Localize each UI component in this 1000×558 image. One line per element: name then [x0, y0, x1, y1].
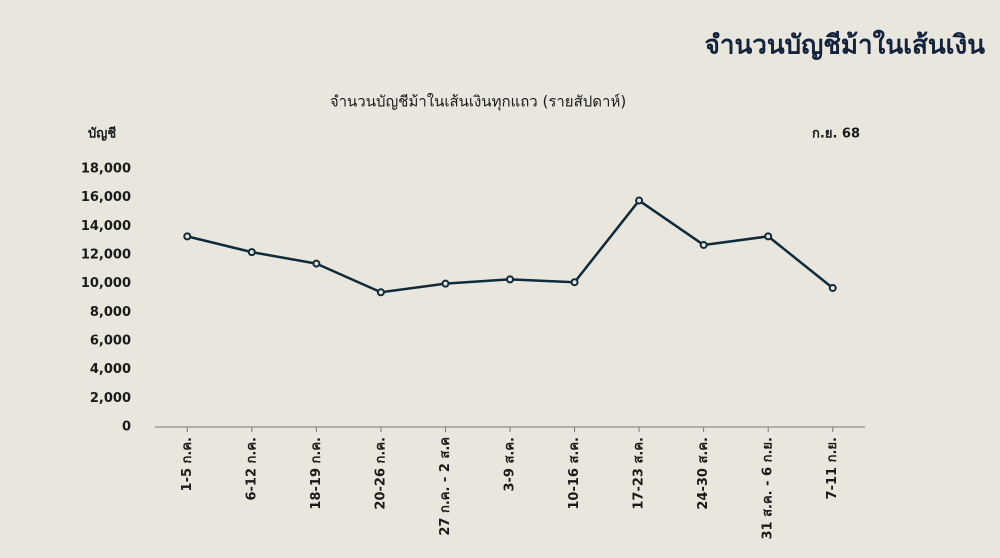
point	[441, 279, 450, 288]
point	[635, 196, 644, 205]
point	[828, 283, 837, 292]
y-tick-label: 4,000	[90, 362, 131, 377]
y-axis-label: บัญชี	[88, 126, 116, 142]
x-tick-label: 6-12 ก.ค.	[244, 437, 259, 501]
point	[764, 232, 773, 241]
y-tick-label: 16,000	[81, 190, 131, 205]
x-tick-label: 1-5 ก.ค.	[180, 437, 195, 491]
x-tick-label: 27 ก.ค. - 2 ส.ค	[438, 437, 453, 536]
x-tick-label: 20-26 ก.ค.	[373, 437, 388, 510]
y-tick-label: 18,000	[81, 162, 131, 177]
x-tick-label: 10-16 ส.ค.	[567, 437, 582, 510]
point	[312, 259, 321, 268]
x-tick-label: 7-11 ก.ย.	[825, 437, 840, 499]
point	[183, 232, 192, 241]
point	[570, 278, 579, 287]
x-tick-label: 24-30 ส.ค.	[696, 437, 711, 510]
y-tick-label: 0	[122, 420, 131, 435]
x-tick-label: 17-23 ส.ค.	[632, 437, 647, 510]
y-tick-label: 2,000	[90, 391, 131, 406]
y-tick-label: 8,000	[90, 305, 131, 320]
x-tick-label: 31 ส.ค. - 6 ก.ย.	[761, 437, 776, 540]
y-tick-label: 14,000	[81, 219, 131, 234]
point	[699, 240, 708, 249]
chart-title: จำนวนบัญชีม้าในเส้นเงิน	[705, 30, 986, 61]
point	[376, 288, 385, 297]
point	[247, 248, 256, 257]
annotation: ก.ย. 68	[812, 127, 860, 142]
x-tick-label: 3-9 ส.ค.	[503, 437, 518, 492]
point	[506, 275, 514, 284]
y-tick-label: 12,000	[81, 248, 131, 263]
chart-subtitle: จำนวนบัญชีม้าในเส้นเงินทุกแถว (รายสัปดาห…	[330, 93, 626, 112]
y-tick-label: 10,000	[81, 276, 131, 291]
x-tick-label: 18-19 ก.ค.	[309, 437, 324, 510]
y-tick-label: 6,000	[90, 334, 131, 349]
